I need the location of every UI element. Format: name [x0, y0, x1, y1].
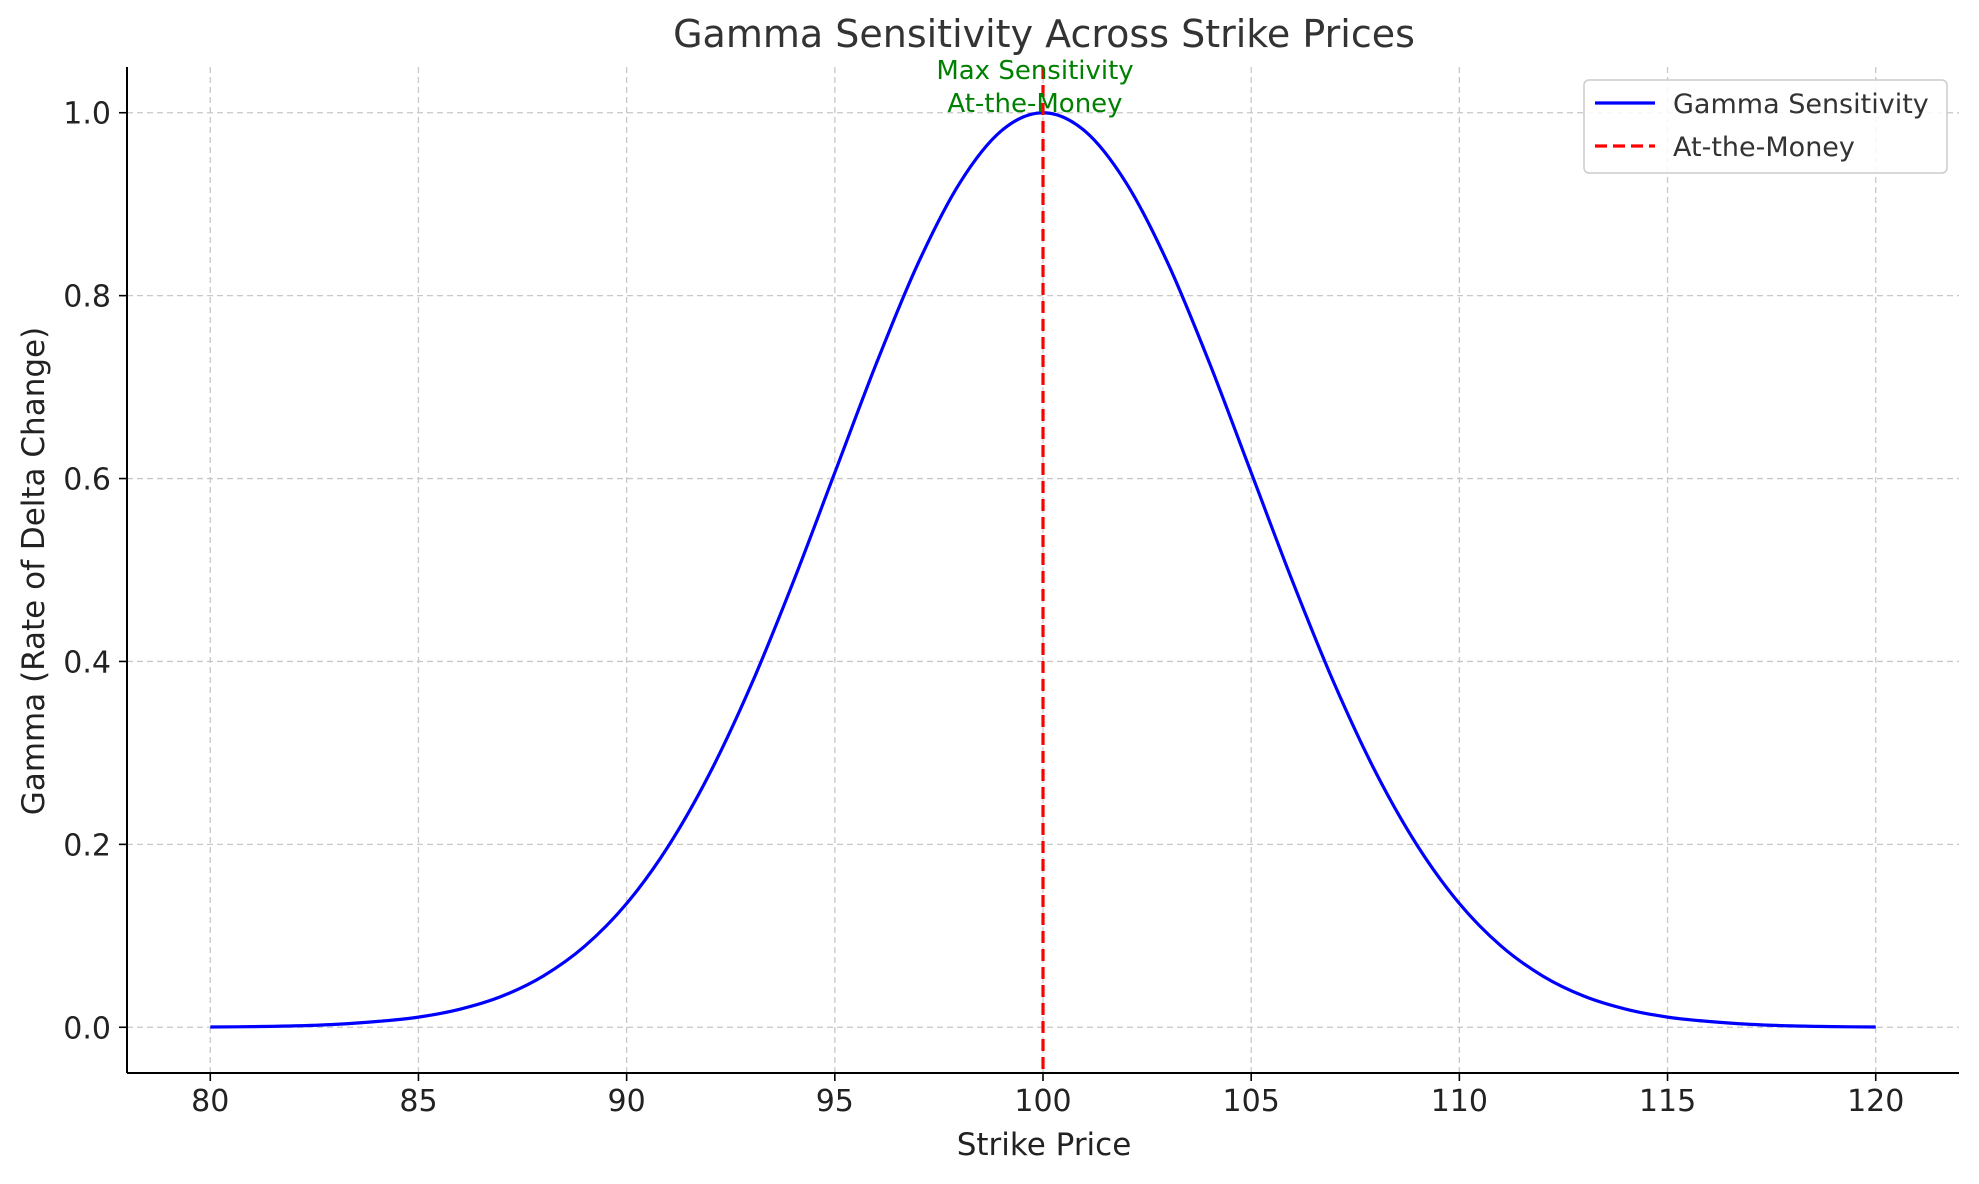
y-tick-label: 0.6	[63, 463, 111, 498]
legend-frame	[1583, 79, 1948, 174]
x-tick-label: 95	[816, 1084, 854, 1119]
legend-label-gamma-sensitivity: Gamma Sensitivity	[1673, 89, 1929, 120]
y-tick-label: 0.2	[63, 828, 111, 863]
chart-title: Gamma Sensitivity Across Strike Prices	[673, 12, 1415, 56]
x-axis-label: Strike Price	[957, 1127, 1132, 1163]
x-tick-label: 100	[1014, 1084, 1071, 1119]
legend: Gamma Sensitivity At-the-Money	[1583, 79, 1948, 174]
y-tick-label: 0.8	[63, 280, 111, 315]
tick-labels: 80 85 90 95 100 105 110 115 120 0.0 0.2 0.4 0.6 0.8 1.…	[63, 97, 1904, 1119]
x-tick-label: 105	[1223, 1084, 1280, 1119]
annotation-line-2: At-the-Money	[947, 89, 1122, 119]
y-tick-label: 0.0	[63, 1011, 111, 1046]
y-tick-label: 0.4	[63, 645, 111, 680]
max-sensitivity-annotation: Max Sensitivity At-the-Money	[936, 56, 1133, 119]
x-tick-label: 120	[1847, 1084, 1904, 1119]
x-tick-label: 90	[608, 1084, 646, 1119]
series-layer	[210, 67, 1876, 1073]
x-tick-label: 115	[1639, 1084, 1696, 1119]
x-tick-label: 85	[399, 1084, 437, 1119]
y-axis-label: Gamma (Rate of Delta Change)	[16, 327, 52, 815]
annotation-line-1: Max Sensitivity	[936, 56, 1133, 86]
x-tick-label: 80	[191, 1084, 229, 1119]
legend-label-at-the-money: At-the-Money	[1673, 132, 1855, 163]
x-tick-label: 110	[1431, 1084, 1488, 1119]
y-tick-label: 1.0	[63, 97, 111, 132]
